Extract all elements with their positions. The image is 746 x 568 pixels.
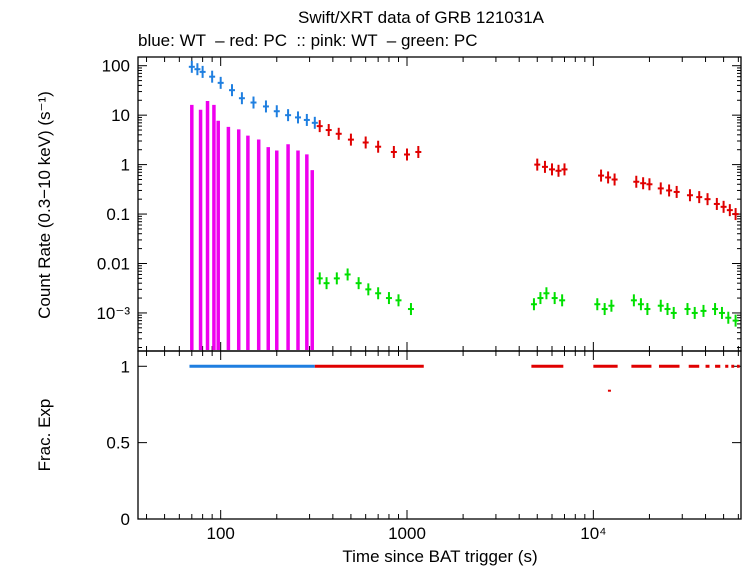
x-tick-label: 100 bbox=[206, 524, 234, 543]
y-axis-label-top: Count Rate (0.3−10 keV) (s⁻¹) bbox=[35, 91, 54, 319]
y-tick-label-bottom: 0.5 bbox=[106, 434, 130, 453]
y-tick-label-bottom: 1 bbox=[121, 357, 130, 376]
bottom-axes: 100 1000 10⁴ 1 0.5 0 bbox=[106, 57, 741, 543]
chart-title: Swift/XRT data of GRB 121031A bbox=[298, 8, 545, 27]
y-tick-label-top: 1 bbox=[121, 156, 130, 175]
y-axis-label-bottom: Frac. Exp bbox=[35, 399, 54, 472]
x-tick-label: 10⁴ bbox=[580, 524, 606, 543]
y-tick-label-top: 0.1 bbox=[106, 205, 130, 224]
chart-subtitle: blue: WT – red: PC :: pink: WT – green: … bbox=[138, 31, 478, 50]
x-axis-label: Time since BAT trigger (s) bbox=[342, 547, 537, 566]
y-tick-label-top: 10⁻³ bbox=[96, 304, 130, 323]
y-tick-label-top: 0.01 bbox=[97, 254, 130, 273]
frac-exp-series bbox=[189, 364, 740, 392]
y-tick-label-bottom: 0 bbox=[121, 510, 130, 529]
y-tick-label-top: 100 bbox=[102, 57, 130, 76]
bottom-plot-frame bbox=[137, 350, 742, 520]
x-tick-label: 1000 bbox=[388, 524, 426, 543]
top-data-series bbox=[188, 60, 739, 350]
frac-exp-point bbox=[607, 389, 611, 392]
y-tick-label-top: 10 bbox=[111, 106, 130, 125]
